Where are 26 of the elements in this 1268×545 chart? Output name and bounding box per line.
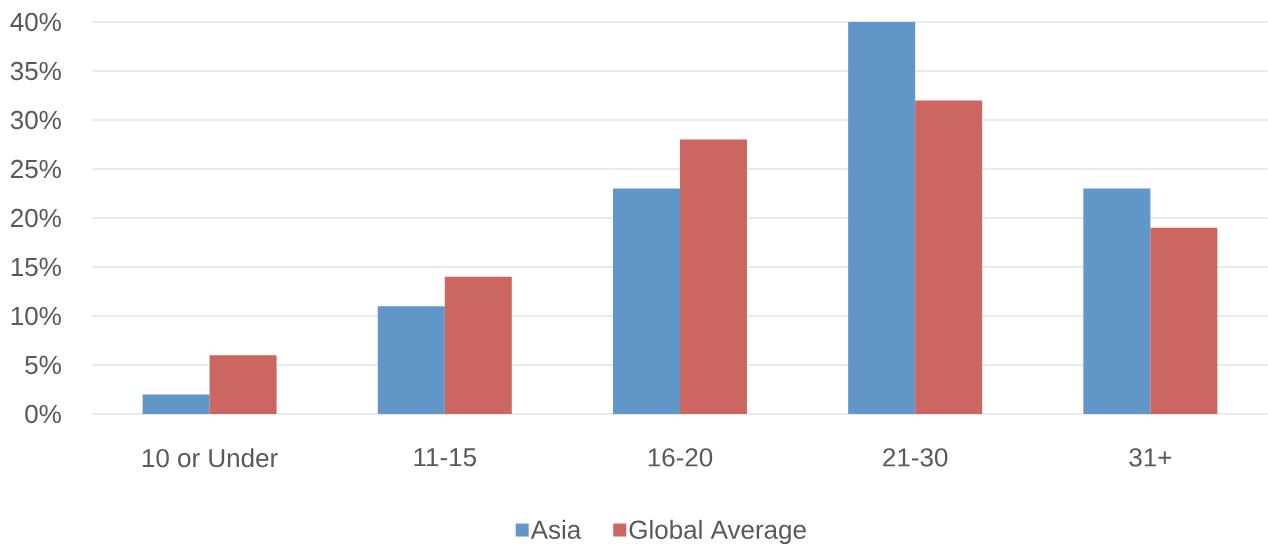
- bar: [444, 276, 512, 414]
- x-tick-label: 10 or Under: [142, 448, 278, 468]
- legend-label: Asia: [530, 519, 582, 539]
- y-tick-label: 15%: [11, 257, 61, 277]
- y-tick-label: 20%: [11, 208, 61, 228]
- legend-label: Global Average: [629, 519, 806, 545]
- bar: [1083, 188, 1151, 414]
- y-tick-label: 35%: [10, 61, 61, 81]
- bar: [679, 139, 747, 414]
- bar: [848, 22, 916, 414]
- y-tick-label: 25%: [11, 159, 61, 179]
- bar: [612, 188, 680, 414]
- bar: [1150, 227, 1218, 414]
- x-tick-label: 16-20: [648, 448, 713, 467]
- bar: [142, 394, 210, 414]
- x-tick-label: 31+: [1129, 448, 1172, 467]
- bar: [377, 306, 445, 414]
- y-tick-label: 40%: [10, 12, 61, 32]
- bar: [915, 100, 983, 414]
- y-tick-label: 30%: [10, 110, 61, 130]
- y-tick-label: 10%: [11, 306, 61, 326]
- y-tick-label: 5%: [25, 355, 61, 375]
- x-tick-label: 11-15: [414, 448, 476, 467]
- bar: [209, 355, 277, 414]
- x-tick-label: 21-30: [883, 448, 948, 467]
- y-tick-label: 0%: [25, 404, 61, 424]
